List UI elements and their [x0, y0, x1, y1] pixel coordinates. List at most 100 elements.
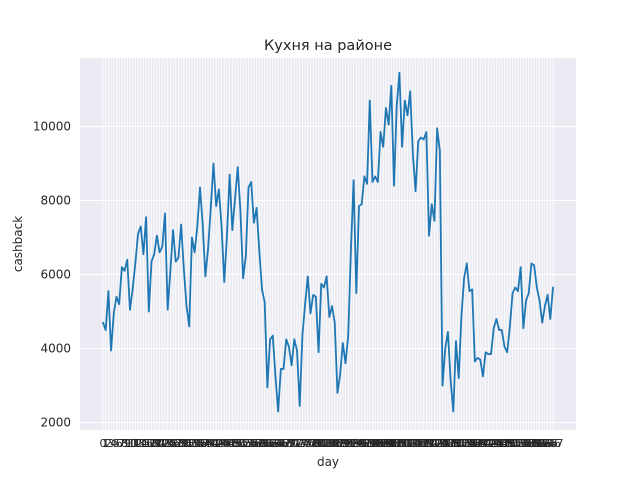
x-tick-label: 46 [220, 437, 234, 450]
x-tick-label: 166 [540, 437, 561, 450]
x-tick-label: 20 [150, 437, 164, 450]
x-tick-label: 110 [389, 437, 410, 450]
x-tick-label: 72 [290, 437, 304, 450]
x-tick-label: 84 [322, 437, 336, 450]
x-tick-label: 136 [459, 437, 480, 450]
x-tick-label: 118 [410, 437, 431, 450]
x-tick-label: 153 [505, 437, 526, 450]
x-tick-label: 156 [513, 437, 534, 450]
x-tick-label: 6 [116, 437, 123, 450]
y-tick-label: 8000 [40, 194, 71, 208]
x-tick-label: 11 [126, 437, 140, 450]
x-grid [102, 58, 554, 430]
y-tick-label: 6000 [40, 268, 71, 282]
x-tick-label: 77 [303, 437, 317, 450]
y-grid [80, 125, 576, 424]
x-tick-label: 41 [206, 437, 220, 450]
x-tick-label: 5 [113, 437, 120, 450]
x-tick-label: 36 [193, 437, 207, 450]
x-tick-label: 105 [375, 437, 396, 450]
x-tick-label: 54 [242, 437, 256, 450]
x-tick-label: 137 [462, 437, 483, 450]
x-tick-label: 133 [451, 437, 472, 450]
x-tick-label: 15 [136, 437, 150, 450]
x-tick-label: 42 [209, 437, 223, 450]
x-tick-label: 138 [464, 437, 485, 450]
x-tick-label: 12 [128, 437, 142, 450]
y-tick-label: 4000 [40, 342, 71, 356]
y-tick-label: 2000 [40, 416, 71, 430]
x-tick-label: 155 [510, 437, 531, 450]
x-tick-label: 101 [365, 437, 386, 450]
x-tick-label: 67 [277, 437, 291, 450]
x-tick-label: 108 [384, 437, 405, 450]
x-tick-label: 19 [147, 437, 161, 450]
x-tick-label: 147 [489, 437, 510, 450]
x-tick-label: 83 [320, 437, 334, 450]
x-tick-label: 148 [491, 437, 512, 450]
x-tick-label: 143 [478, 437, 499, 450]
x-tick-label: 68 [279, 437, 293, 450]
x-tick-label: 92 [344, 437, 358, 450]
x-tick-label: 78 [306, 437, 320, 450]
x-tick-label: 34 [188, 437, 202, 450]
x-tick-label: 17 [142, 437, 156, 450]
x-tick-label: 120 [416, 437, 437, 450]
x-tick-label: 116 [405, 437, 426, 450]
x-tick-label: 86 [328, 437, 342, 450]
x-tick-label: 79 [309, 437, 323, 450]
x-tick-label: 121 [419, 437, 440, 450]
x-tick-label: 25 [163, 437, 177, 450]
x-tick-label: 37 [196, 437, 210, 450]
x-tick-label: 128 [437, 437, 458, 450]
x-tick-label: 52 [236, 437, 250, 450]
x-tick-label: 123 [424, 437, 445, 450]
x-tick-label: 29 [174, 437, 188, 450]
x-tick-label: 107 [381, 437, 402, 450]
x-tick-label: 0 [100, 437, 107, 450]
x-tick-label: 24 [161, 437, 175, 450]
x-tick-label: 16 [139, 437, 153, 450]
x-tick-label: 124 [427, 437, 448, 450]
x-tick-label: 9 [124, 437, 131, 450]
x-tick-label: 131 [445, 437, 466, 450]
x-tick-label: 91 [341, 437, 355, 450]
x-tick-label: 152 [502, 437, 523, 450]
y-tick-label: 10000 [33, 119, 71, 133]
x-tick-label: 146 [486, 437, 507, 450]
x-tick-label: 39 [201, 437, 215, 450]
x-tick-label: 73 [293, 437, 307, 450]
x-tick-label: 150 [497, 437, 518, 450]
x-tick-label: 75 [298, 437, 312, 450]
x-tick-label: 145 [483, 437, 504, 450]
x-tick-label: 80 [312, 437, 326, 450]
x-tick-label: 35 [190, 437, 204, 450]
x-tick-label: 113 [397, 437, 418, 450]
x-tick-label: 18 [145, 437, 159, 450]
y-axis-label: cashback [11, 216, 25, 272]
x-tick-label: 70 [285, 437, 299, 450]
x-tick-label: 125 [429, 437, 450, 450]
x-tick-label: 144 [481, 437, 502, 450]
x-tick-label: 135 [456, 437, 477, 450]
x-tick-label: 22 [155, 437, 169, 450]
x-tick-label: 38 [198, 437, 212, 450]
x-tick-label: 98 [360, 437, 374, 450]
x-tick-label: 3 [108, 437, 115, 450]
x-tick-label: 27 [169, 437, 183, 450]
x-tick-label: 94 [349, 437, 363, 450]
x-tick-label: 13 [131, 437, 145, 450]
x-tick-label: 81 [314, 437, 328, 450]
x-tick-label: 132 [448, 437, 469, 450]
x-tick-label: 32 [182, 437, 196, 450]
x-tick-label: 1 [102, 437, 109, 450]
x-tick-label: 56 [247, 437, 261, 450]
x-tick-label: 28 [171, 437, 185, 450]
x-tick-label: 99 [363, 437, 377, 450]
series-line [102, 71, 554, 413]
chart-title: Кухня на районе [264, 38, 392, 54]
x-tick-label: 66 [274, 437, 288, 450]
x-tick-label: 149 [494, 437, 515, 450]
x-tick-label: 45 [217, 437, 231, 450]
